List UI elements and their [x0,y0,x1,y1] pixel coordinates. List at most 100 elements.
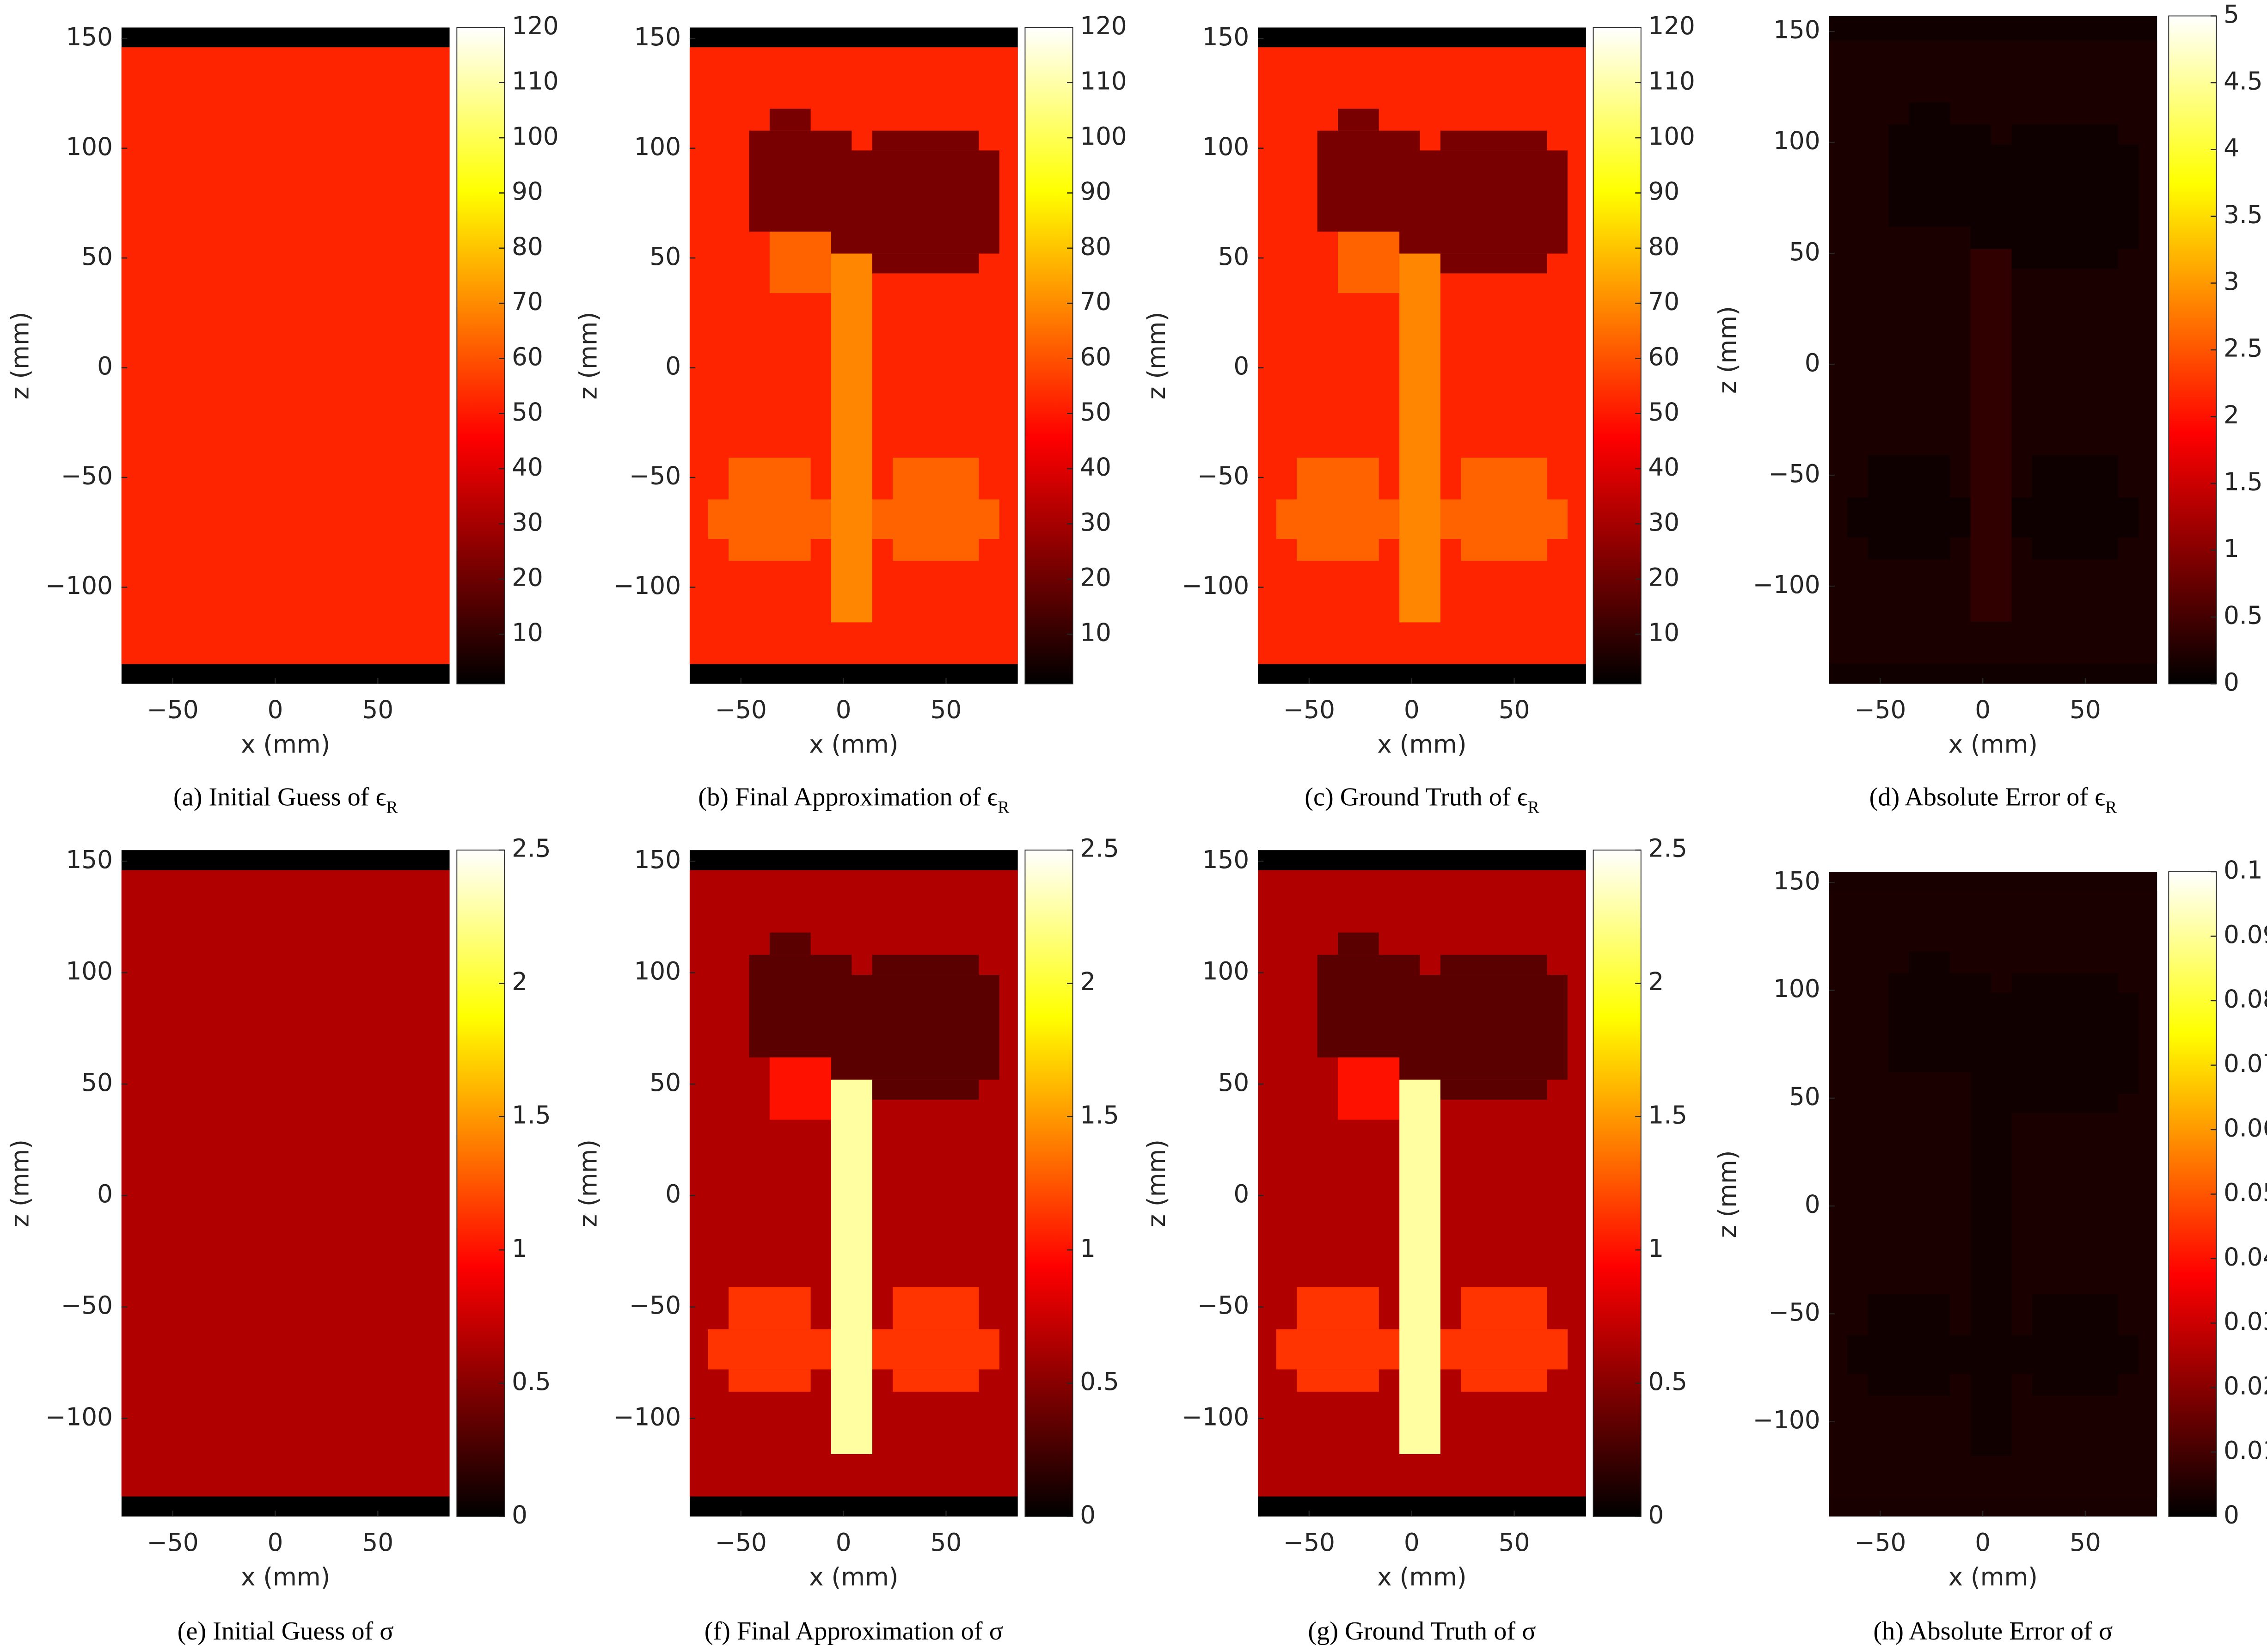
y-tick-label: 150 [1773,16,1820,44]
cell-region [1461,1369,1547,1392]
cell-region [831,1079,872,1454]
panel: −50 0 50 −100 −50 0 50 100 150 x (mm) z (mm) 0 0.01 0… [1713,856,2267,1646]
y-tick-label: 50 [81,242,113,271]
cell-region [1909,102,1950,125]
colorbar-tick-label: 60 [512,343,543,371]
y-tick-label: 150 [1202,845,1249,874]
colorbar [1024,850,1073,1517]
colorbar-tick-label: 0.5 [1648,1367,1687,1396]
cell-region [1461,458,1547,500]
x-tick-label: 50 [2070,695,2101,724]
y-tick-label: 0 [665,1180,681,1208]
cell-region [1970,144,2139,249]
cell-region [1338,232,1400,294]
colorbar-tick-label: 30 [1648,508,1679,537]
y-tick-label: 100 [1773,974,1820,1003]
colorbar-tick-label: 1 [1648,1234,1664,1263]
colorbar-tick-label: 1.5 [512,1101,551,1129]
colorbar [456,27,505,685]
colorbar-tick-label: 2.5 [2224,334,2263,363]
x-tick-label: −50 [1854,1528,1906,1557]
caption-subscript: R [2105,798,2117,817]
y-tick-label: 0 [97,1180,113,1208]
cell-region [2011,973,2118,993]
x-axis-label: x (mm) [809,1563,898,1591]
caption: (c) Ground Truth of ϵR [1305,783,1539,817]
cell-region [1399,975,1568,1080]
cell-region [872,253,979,274]
panel: −50 0 50 −100 −50 0 50 100 150 x (mm) z (mm) 10 20 30… [574,12,1127,817]
colorbar-tick-label: 120 [1648,12,1695,40]
y-tick-label: −100 [1182,571,1249,600]
x-tick-label: 0 [1404,1528,1420,1557]
colorbar-tick-label: 4 [2224,134,2239,162]
y-tick-label: −50 [629,462,681,490]
panel: −50 0 50 −100 −50 0 50 100 150 x (mm) z (mm) 0 0.5 1 1… [6,834,551,1646]
colorbar-tick-label: 5 [2224,0,2239,29]
x-tick-label: 50 [362,695,394,724]
y-tick-label: 150 [66,23,112,51]
x-tick-label: −50 [1854,695,1906,724]
colorbar-tick-label: 100 [1080,122,1127,151]
colorbar-tick-label: 1.5 [1080,1101,1119,1129]
colorbar-tick-label: 110 [1080,67,1127,95]
cell-region [1297,1369,1379,1392]
caption-text: (a) Initial Guess of ϵ [173,783,386,812]
x-axis-label: x (mm) [241,730,330,759]
caption: (b) Final Approximation of ϵR [698,783,1009,817]
cell-region [872,1079,979,1100]
cell-region [831,253,872,623]
cell-region [1338,932,1379,955]
y-tick-label: −50 [61,1291,113,1320]
colorbar-tick-label: 0.1 [2224,856,2263,885]
cell-region [1276,1329,1400,1370]
caption-text: (d) Absolute Error of ϵ [1869,783,2105,812]
x-tick-label: −50 [147,695,199,724]
heatmap [1257,27,1586,684]
y-axis-label: z (mm) [1142,312,1171,400]
heatmap [689,27,1018,684]
x-tick-label: 0 [1975,1528,1991,1557]
colorbar-tick-label: 0.01 [2224,1436,2267,1465]
caption-text: (e) Initial Guess of σ [178,1617,394,1646]
cell-region [1970,1094,2012,1456]
colorbar-tick-label: 60 [1648,343,1679,371]
cell-region [729,1369,811,1392]
x-axis-label: x (mm) [1377,1563,1466,1591]
colorbar-tick-label: 1 [2224,534,2239,563]
cell-region [769,232,832,294]
cell-region [2032,537,2118,560]
cell-region [1338,1057,1400,1120]
cell-region [2011,249,2118,269]
y-tick-label: −50 [629,1291,681,1320]
x-tick-label: 50 [931,695,962,724]
caption-text: (b) Final Approximation of ϵ [698,783,998,812]
caption: (h) Absolute Error of σ [1873,1617,2113,1646]
colorbar-tick-label: 0.06 [2224,1114,2267,1143]
cell-region [1440,253,1547,274]
y-tick-label: −50 [61,462,113,490]
cell-region [1868,1374,1950,1396]
colorbar [1593,850,1642,1517]
cell-region [1461,1287,1547,1329]
cell-region [2032,1374,2118,1396]
colorbar-tick-label: 2 [1648,967,1664,996]
caption-text: (g) Ground Truth of σ [1308,1617,1536,1646]
y-tick-label: 50 [81,1068,113,1097]
colorbar-tick-label: 80 [1648,232,1679,261]
colorbar-tick-label: 0.5 [2224,601,2263,630]
y-axis-label: z (mm) [1713,1150,1742,1238]
x-axis-label: x (mm) [1948,730,2038,759]
colorbar-tick-label: 90 [512,177,543,206]
y-tick-label: 50 [649,242,681,271]
cell-region [1868,455,1950,498]
caption: (d) Absolute Error of ϵR [1869,783,2117,817]
y-tick-label: 100 [66,957,112,985]
colorbar-tick-label: 30 [512,508,543,537]
cell-region [1399,150,1568,254]
cell-region [1909,951,1950,973]
colorbar [2168,15,2217,685]
cell-region [1297,458,1379,500]
colorbar-tick-label: 40 [1080,453,1111,482]
x-tick-label: 0 [268,695,283,724]
